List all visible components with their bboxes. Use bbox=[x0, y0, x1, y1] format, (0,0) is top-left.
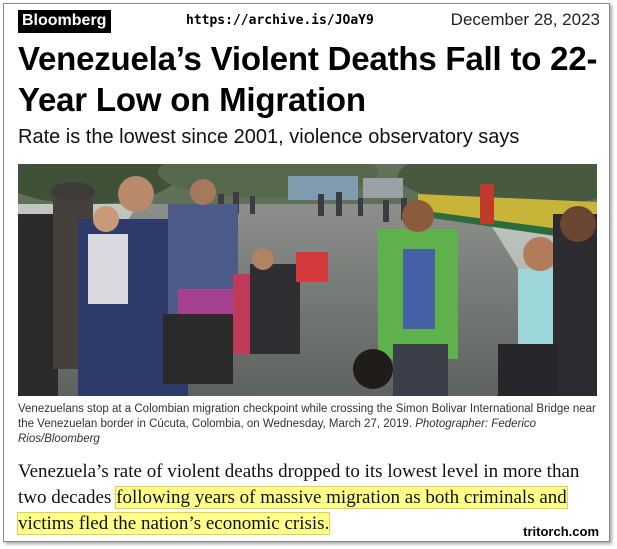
migrants-photo-illustration bbox=[18, 164, 597, 396]
caption-text: Venezuelans stop at a Colombian migratio… bbox=[18, 403, 596, 430]
article-body: Venezuela’s rate of violent deaths dropp… bbox=[17, 459, 608, 537]
top-bar: Bloomberg https://archive.is/JOaY9 Decem… bbox=[18, 10, 608, 34]
publish-date: December 28, 2023 bbox=[450, 10, 600, 29]
article-photo[interactable] bbox=[18, 164, 597, 396]
photo-caption: Venezuelans stop at a Colombian migratio… bbox=[18, 402, 603, 447]
article-headline: Venezuela’s Violent Deaths Fall to 22-Ye… bbox=[18, 40, 598, 118]
body-lead-text: Venezuela’s rate of violent deaths dropp… bbox=[18, 461, 580, 508]
archive-link[interactable]: https://archive.is/JOaY9 bbox=[186, 13, 374, 28]
bloomberg-logo[interactable]: Bloomberg bbox=[18, 10, 112, 33]
article-subheadline: Rate is the lowest since 2001, violence … bbox=[18, 126, 520, 148]
photo-credit: Photographer: Federico Rios/Bloomberg bbox=[18, 418, 537, 445]
watermark: tritorch.com bbox=[523, 524, 599, 539]
